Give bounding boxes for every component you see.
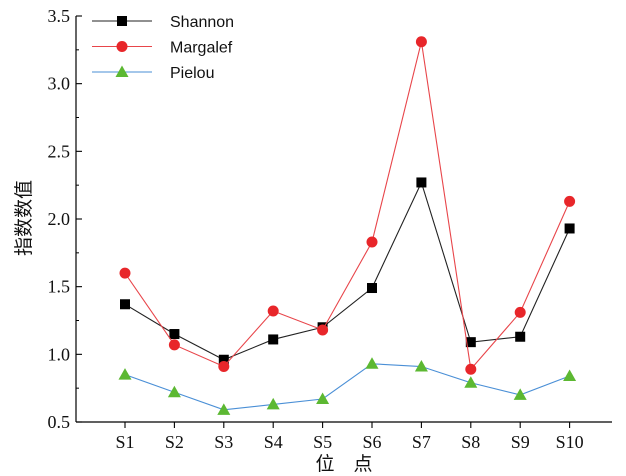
y-tick-label: 1.0 [48,344,71,364]
data-point [414,360,428,372]
y-tick-label: 2.0 [48,209,71,229]
series-layer [118,36,577,415]
legend-label: Margalef [170,40,233,57]
data-point [514,306,526,318]
data-point [218,361,230,373]
y-tick-label: 2.5 [48,141,71,161]
legend-item: Pielou [92,65,214,82]
data-point [416,177,427,188]
data-point [564,195,576,207]
legend-item: Shannon [92,14,234,31]
x-tick-label: S7 [412,432,431,452]
data-point [465,363,477,375]
series-pielou [118,357,577,415]
data-point [564,223,575,234]
axes: 0.5 1.0 1.5 2.0 2.5 3.0 3.5 S1 S2 S3 S4 S5 S6 S7 S8 S9 S… [48,6,612,452]
x-tick-label: S8 [461,432,480,452]
series-line [124,363,570,411]
x-tick-label: S1 [115,432,134,452]
legend-label: Pielou [170,65,214,82]
data-point [267,305,279,317]
x-tick-label: S5 [313,432,332,452]
x-tick-label: S4 [264,432,283,452]
data-point [120,299,130,310]
series-margalef [119,36,576,375]
data-point [513,388,527,400]
legend-marker [117,16,127,26]
data-point [365,357,379,369]
data-point [316,392,330,404]
series-line [124,41,571,371]
legend-item: Margalef [92,40,233,57]
series-line [124,180,571,361]
series-shannon [120,177,575,365]
data-point [268,334,279,345]
y-tick-label: 1.5 [48,277,71,297]
x-axis-title: 位 点 [315,453,372,475]
x-tick-label: S3 [214,432,233,452]
data-point [415,36,427,48]
legend-marker [116,41,128,52]
legend-marker [115,65,129,77]
data-point [465,337,476,348]
legend: Shannon Margalef Pielou [92,14,234,82]
legend-label: Shannon [170,14,234,31]
data-point [366,236,378,248]
data-point [367,283,377,294]
y-tick-label: 3.0 [48,74,71,94]
x-tick-label: S10 [556,432,584,452]
data-point [563,369,577,381]
y-axis-title: 指数数值 [13,180,35,256]
y-tick-label: 0.5 [48,412,71,432]
data-point [266,397,280,410]
x-tick-label: S9 [511,432,530,452]
data-point [167,385,181,398]
data-point [119,267,131,279]
data-point [217,403,231,415]
data-point [118,368,132,380]
data-point [317,324,329,336]
data-point [464,376,478,388]
data-point [169,329,180,340]
data-point [168,339,180,351]
data-point [515,331,526,342]
x-tick-label: S2 [165,432,184,452]
data-point [218,354,229,365]
y-tick-label: 3.5 [48,6,71,26]
x-tick-label: S6 [362,432,381,452]
